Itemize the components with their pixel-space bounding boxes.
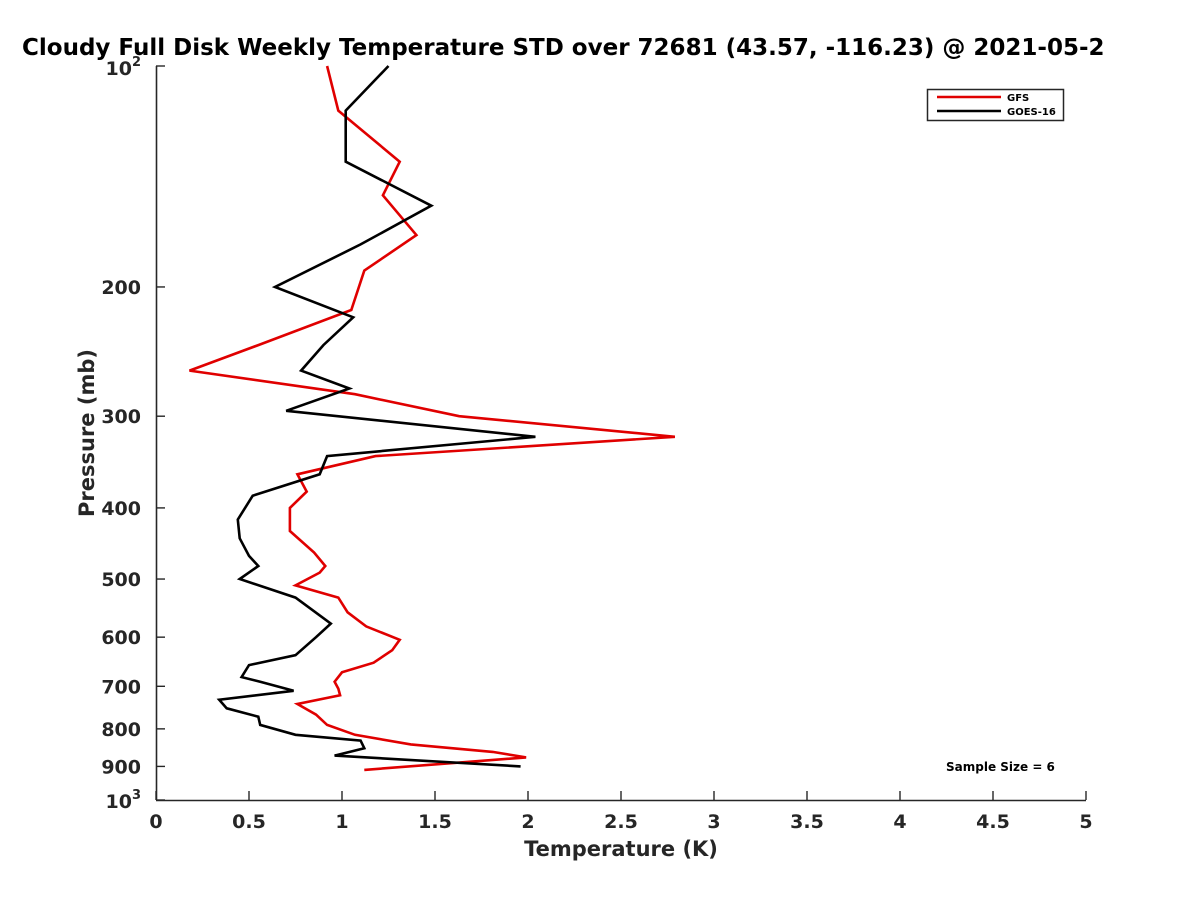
y-tick-label: 900 [101, 756, 141, 778]
series-line-goes-16 [216, 65, 536, 768]
legend-box [926, 88, 1065, 122]
y-tick-label: 400 [101, 498, 141, 520]
legend-label-goes-16: GOES-16 [1007, 107, 1056, 118]
x-tick-label: 2 [521, 811, 534, 833]
chart-title: Cloudy Full Disk Weekly Temperature STD … [22, 35, 1105, 61]
x-tick-label: 3 [707, 811, 720, 833]
y-tick-label: 600 [101, 627, 141, 649]
legend-label-gfs: GFS [1007, 93, 1029, 104]
y-tick-label: 300 [101, 406, 141, 428]
x-tick-label: 1 [335, 811, 348, 833]
x-tick-label: 1.5 [418, 811, 452, 833]
y-tick-label: 500 [101, 569, 141, 591]
x-axis-label: Temperature (K) [524, 837, 718, 861]
x-tick-label: 0.5 [232, 811, 266, 833]
x-tick-label: 2.5 [604, 811, 638, 833]
x-tick-label: 0 [149, 811, 162, 833]
plot-area [155, 66, 1086, 802]
y-tick-label: 102 [106, 55, 142, 80]
x-tick-label: 3.5 [790, 811, 824, 833]
legend: GFS GOES-16 [926, 88, 1065, 122]
sample-size-annotation: Sample Size = 6 [946, 760, 1055, 774]
y-tick-label: 103 [106, 788, 142, 813]
y-tick-label: 200 [101, 277, 141, 299]
x-tick-label: 5 [1079, 811, 1092, 833]
y-axis-label: Pressure (mb) [75, 349, 99, 517]
series-line-gfs [189, 65, 676, 772]
x-axis-ticks: 0 0.5 1 1.5 2 2.5 3 3.5 4 4.5 5 [149, 791, 1093, 833]
x-tick-label: 4.5 [976, 811, 1010, 833]
y-tick-label: 700 [101, 676, 141, 698]
y-tick-label: 800 [101, 719, 141, 741]
series-layer [189, 65, 676, 772]
y-axis-ticks: 102 200 300 400 500 600 700 800 900 103 [101, 55, 165, 813]
x-tick-label: 4 [893, 811, 906, 833]
